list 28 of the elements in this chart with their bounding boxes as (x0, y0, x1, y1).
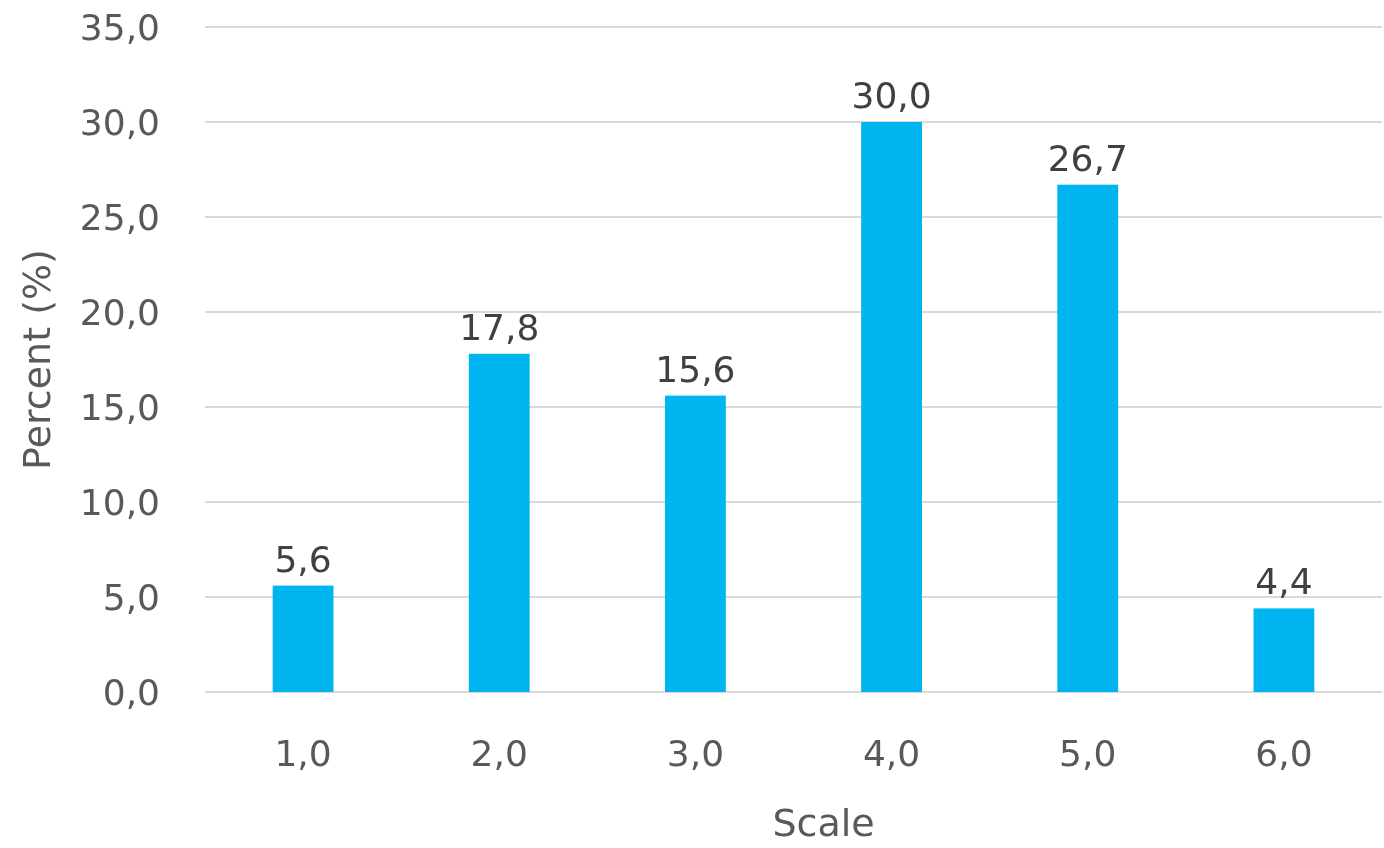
y-tick-label: 25,0 (79, 196, 160, 238)
x-tick-label: 2,0 (470, 733, 528, 774)
y-axis-title: Percent (%) (15, 249, 59, 470)
bar (272, 585, 334, 692)
y-tick-label: 30,0 (79, 101, 160, 143)
bar (665, 395, 726, 692)
x-tick-label: 3,0 (666, 733, 725, 774)
y-tick-label: 5,0 (102, 576, 160, 618)
data-label: 5,6 (274, 538, 332, 580)
y-tick-label: 20,0 (79, 291, 160, 333)
data-label: 26,7 (1047, 137, 1128, 179)
x-tick-label: 6,0 (1255, 733, 1313, 774)
data-label: 15,6 (655, 348, 736, 390)
x-tick-label: 5,0 (1059, 733, 1117, 774)
y-tick-label: 10,0 (79, 481, 160, 523)
data-label: 4,4 (1255, 561, 1313, 603)
x-tick-label: 4,0 (862, 733, 921, 774)
x-axis-title: Scale (772, 801, 875, 845)
data-label: 17,8 (459, 306, 540, 348)
data-label: 30,0 (851, 75, 932, 116)
x-tick-label: 1,0 (274, 733, 332, 774)
y-tick-label: 15,0 (79, 386, 160, 428)
bar (1057, 184, 1119, 692)
bar (861, 122, 922, 692)
y-tick-label: 0,0 (102, 671, 160, 713)
y-tick-label: 35,0 (79, 6, 160, 48)
bar (468, 353, 530, 692)
bar (1253, 608, 1315, 692)
